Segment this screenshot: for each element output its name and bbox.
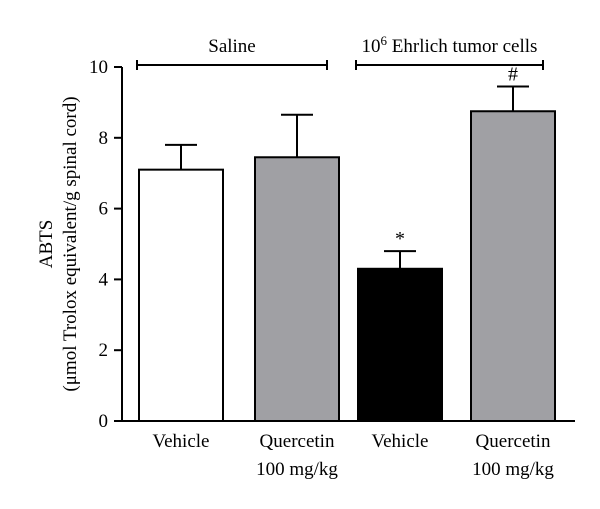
bar bbox=[254, 156, 340, 423]
y-tick-label: 4 bbox=[99, 269, 109, 290]
bar bbox=[470, 110, 556, 422]
x-category-label: Quercetin bbox=[476, 431, 551, 452]
x-category-label: Quercetin bbox=[260, 431, 335, 452]
group-label: 106 Ehrlich tumor cells bbox=[362, 33, 538, 58]
y-tick-label: 10 bbox=[89, 57, 108, 78]
significance-marker: * bbox=[395, 228, 405, 250]
x-category-label: Vehicle bbox=[153, 431, 210, 452]
x-category-label: Vehicle bbox=[372, 431, 429, 452]
y-axis-label-units: (μmol Trolox equivalent/g spinal cord) bbox=[60, 96, 81, 391]
y-tick-label: 0 bbox=[99, 411, 109, 432]
plot-area: 0 2 4 6 8 10 * # Vehicle Quercetin 100 mg/kg Vehicl… bbox=[36, 33, 575, 480]
bar bbox=[138, 168, 224, 422]
y-axis-label: ABTS bbox=[36, 220, 57, 269]
significance-marker: # bbox=[508, 63, 518, 85]
bar bbox=[357, 267, 443, 422]
y-tick-label: 2 bbox=[99, 340, 109, 361]
y-tick-label: 8 bbox=[99, 128, 109, 149]
group-label: Saline bbox=[208, 36, 256, 57]
x-category-sublabel: 100 mg/kg bbox=[256, 459, 338, 480]
y-tick-label: 6 bbox=[99, 199, 109, 220]
x-category-sublabel: 100 mg/kg bbox=[472, 459, 554, 480]
